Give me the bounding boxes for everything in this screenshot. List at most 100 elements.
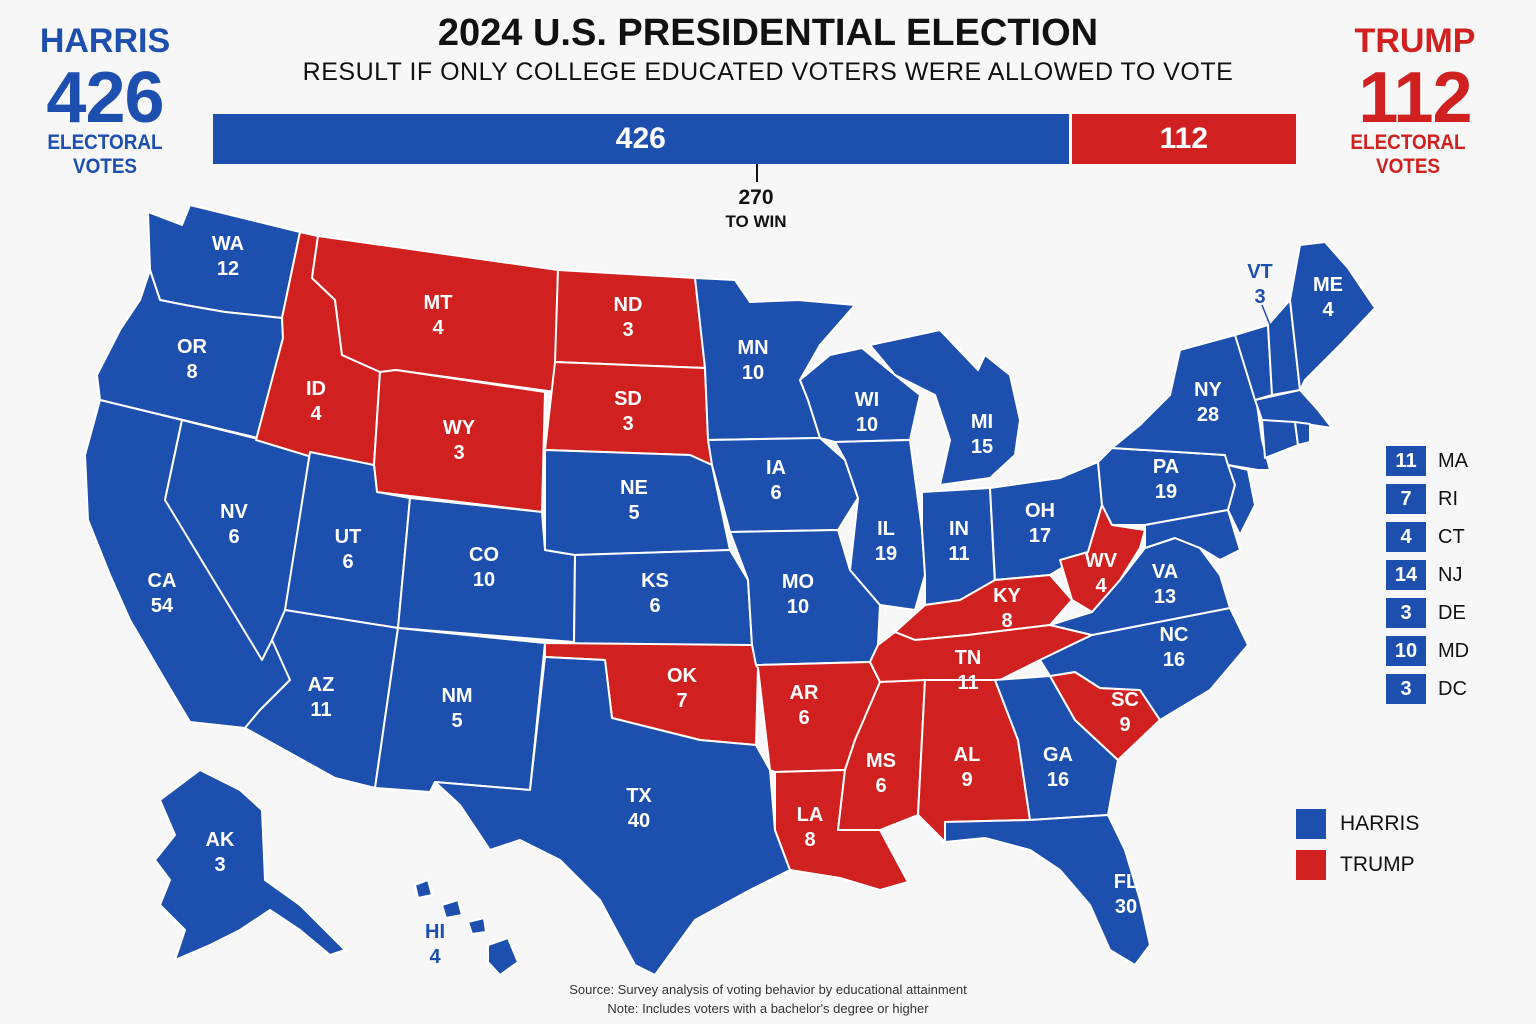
state-ev-mt: 4	[432, 317, 444, 339]
state-label-mt: MT	[424, 292, 453, 314]
state-hi[interactable]	[487, 937, 519, 976]
harris-votes: 426	[46, 58, 164, 138]
state-ak[interactable]	[154, 769, 346, 961]
state-label-tn: TN	[955, 647, 982, 669]
vt-leader-line	[1261, 304, 1273, 331]
state-label-fl: FL	[1114, 871, 1138, 893]
state-label-me: ME	[1313, 274, 1343, 296]
state-il[interactable]	[834, 439, 926, 611]
state-hi[interactable]	[467, 917, 487, 935]
legend-swatch	[1296, 809, 1326, 839]
state-label-mi: MI	[971, 411, 993, 433]
state-ev-vt: 3	[1254, 286, 1265, 308]
state-label-wi: WI	[855, 389, 879, 411]
state-label-nm: NM	[441, 685, 472, 707]
small-state-code: DE	[1438, 601, 1466, 624]
small-state-ev: 3	[1386, 598, 1426, 628]
state-ev-fl: 30	[1115, 896, 1137, 918]
small-state-ev: 3	[1386, 674, 1426, 704]
state-label-or: OR	[177, 336, 208, 358]
state-ev-ar: 6	[798, 707, 809, 729]
page-subtitle: RESULT IF ONLY COLLEGE EDUCATED VOTERS W…	[302, 58, 1234, 86]
state-ct[interactable]	[1261, 419, 1299, 459]
state-nj[interactable]	[1227, 464, 1256, 536]
state-ev-nv: 6	[228, 526, 239, 548]
threshold-label: TO WIN	[725, 212, 787, 231]
state-ks[interactable]	[573, 549, 753, 646]
state-ev-tn: 11	[957, 672, 978, 694]
state-label-oh: OH	[1025, 500, 1055, 522]
small-state-ri[interactable]: 7 RI	[1386, 484, 1458, 514]
state-tx[interactable]	[434, 656, 791, 976]
bar-segment-trump: 112	[1068, 114, 1296, 164]
state-wv[interactable]	[1059, 504, 1146, 613]
state-label-in: IN	[949, 518, 969, 540]
state-label-ne: NE	[620, 477, 648, 499]
state-label-ga: GA	[1043, 744, 1073, 766]
state-label-nc: NC	[1160, 624, 1189, 646]
small-state-de[interactable]: 3 DE	[1386, 598, 1466, 628]
legend-label: HARRIS	[1340, 812, 1420, 835]
threshold-tick	[756, 164, 758, 182]
state-wy[interactable]	[373, 369, 546, 513]
state-label-il: IL	[877, 518, 895, 540]
electoral-vote-bar: 426 112	[213, 114, 1296, 164]
small-state-code: MA	[1438, 449, 1468, 472]
small-state-ev: 14	[1386, 560, 1426, 590]
state-ev-sc: 9	[1119, 714, 1130, 736]
note-text: Note: Includes voters with a bachelor's …	[607, 1001, 929, 1016]
state-label-ks: KS	[641, 570, 669, 592]
state-ny[interactable]	[1111, 334, 1271, 471]
state-ev-ky: 8	[1001, 610, 1012, 632]
state-ia[interactable]	[707, 437, 859, 533]
state-label-mo: MO	[782, 571, 814, 593]
state-label-az: AZ	[308, 674, 335, 696]
state-wi[interactable]	[799, 347, 921, 443]
small-state-code: NJ	[1438, 563, 1463, 586]
small-state-ct[interactable]: 4 CT	[1386, 522, 1465, 552]
trump-name: TRUMP	[1354, 22, 1476, 60]
state-label-nv: NV	[220, 501, 248, 523]
state-mi[interactable]	[869, 329, 1021, 486]
harris-name: HARRIS	[39, 22, 171, 60]
state-label-ok: OK	[667, 665, 698, 687]
state-label-al: AL	[954, 744, 981, 766]
state-label-ia: IA	[766, 457, 786, 479]
state-label-id: ID	[306, 378, 326, 400]
state-ev-wy: 3	[453, 442, 464, 464]
state-ev-ks: 6	[649, 595, 660, 617]
small-state-dc[interactable]: 3 DC	[1386, 674, 1467, 704]
state-ev-la: 8	[804, 829, 815, 851]
legend-swatch	[1296, 850, 1326, 880]
small-state-code: DC	[1438, 677, 1467, 700]
state-label-tx: TX	[626, 785, 652, 807]
legend-item-harris: HARRIS	[1296, 809, 1419, 839]
small-state-code: MD	[1438, 639, 1470, 662]
state-ev-sd: 3	[622, 413, 633, 435]
state-ev-id: 4	[310, 403, 322, 425]
state-ev-ga: 16	[1047, 769, 1069, 791]
state-hi[interactable]	[414, 879, 433, 899]
small-state-nj[interactable]: 14 NJ	[1386, 560, 1462, 590]
state-mn[interactable]	[694, 277, 856, 441]
small-state-md[interactable]: 10 MD	[1386, 636, 1469, 666]
state-ev-va: 13	[1154, 586, 1176, 608]
state-ev-wi: 10	[856, 414, 878, 436]
state-ev-ut: 6	[342, 551, 353, 573]
state-label-pa: PA	[1153, 456, 1179, 478]
state-ri[interactable]	[1294, 421, 1311, 446]
state-fl[interactable]	[944, 814, 1151, 966]
state-ev-nc: 16	[1163, 649, 1185, 671]
state-hi[interactable]	[441, 899, 463, 919]
state-label-wv: WV	[1085, 550, 1118, 572]
small-state-ma[interactable]: 11 MA	[1386, 446, 1468, 476]
state-ev-ne: 5	[628, 502, 639, 524]
state-me[interactable]	[1289, 241, 1376, 391]
small-state-ev: 11	[1386, 446, 1426, 476]
state-label-sc: SC	[1111, 689, 1139, 711]
state-ev-ak: 3	[214, 854, 225, 876]
state-md[interactable]	[1144, 509, 1241, 561]
state-label-va: VA	[1152, 561, 1178, 583]
state-ev-az: 11	[310, 699, 331, 721]
small-state-code: RI	[1438, 487, 1458, 510]
